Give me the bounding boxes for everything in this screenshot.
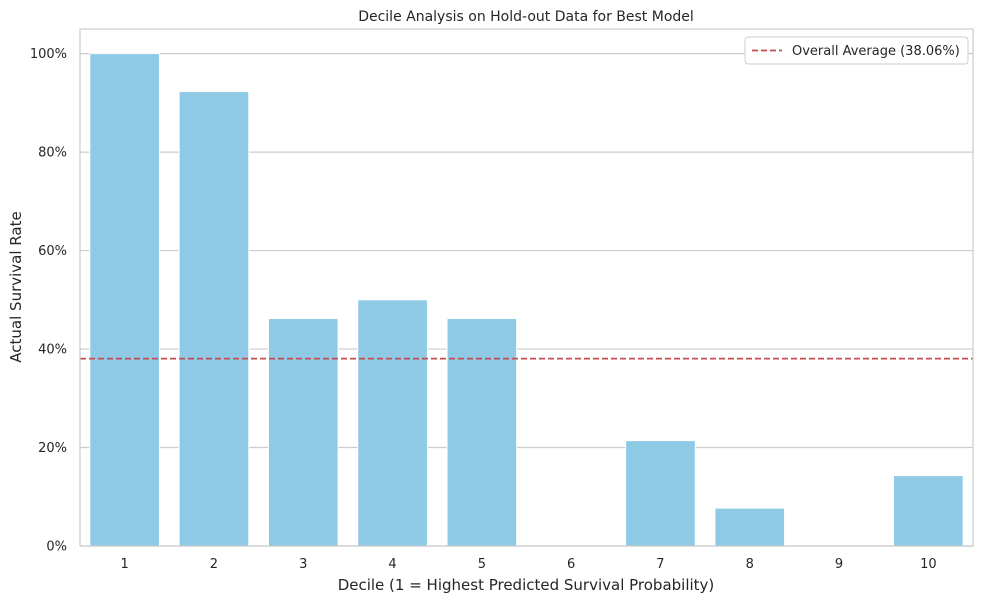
bar-decile-10 bbox=[893, 475, 964, 547]
x-axis-title: Decile (1 = Highest Predicted Survival P… bbox=[338, 576, 715, 594]
x-tick-label: 5 bbox=[478, 557, 486, 572]
y-tick-label: 40% bbox=[38, 343, 67, 358]
x-tick-label: 4 bbox=[388, 557, 396, 572]
y-axis-title: Actual Survival Rate bbox=[7, 211, 25, 362]
y-tick-label: 20% bbox=[38, 441, 67, 456]
y-tick-label: 0% bbox=[46, 540, 67, 555]
legend-box bbox=[744, 36, 969, 65]
y-tick-labels: 0% 20% 40% 60% 80% 100% bbox=[30, 47, 67, 554]
bar-decile-2 bbox=[178, 91, 250, 547]
bar-decile-5 bbox=[446, 318, 518, 547]
x-tick-label: 9 bbox=[835, 557, 843, 572]
x-tick-label: 6 bbox=[567, 557, 575, 572]
bar-decile-3 bbox=[267, 318, 339, 547]
bar-decile-7 bbox=[625, 440, 696, 547]
bars bbox=[89, 53, 964, 547]
chart-title: Decile Analysis on Hold-out Data for Bes… bbox=[358, 9, 694, 25]
legend: Overall Average (38.06%) bbox=[744, 36, 969, 65]
x-tick-label: 7 bbox=[656, 557, 664, 572]
x-tick-labels: 1 2 3 4 5 6 7 8 9 10 bbox=[121, 557, 937, 572]
x-tick-label: 10 bbox=[920, 557, 937, 572]
bar-decile-8 bbox=[714, 507, 786, 547]
x-tick-label: 1 bbox=[121, 557, 129, 572]
y-tick-label: 80% bbox=[38, 146, 67, 161]
y-tick-label: 60% bbox=[38, 244, 67, 259]
plot-frame bbox=[79, 28, 974, 547]
bar-decile-4 bbox=[357, 299, 428, 547]
x-tick-label: 2 bbox=[210, 557, 218, 572]
bar-decile-1 bbox=[89, 53, 160, 547]
y-tick-label: 100% bbox=[30, 47, 67, 62]
x-tick-label: 3 bbox=[299, 557, 307, 572]
x-tick-label: 8 bbox=[746, 557, 754, 572]
legend-label: Overall Average (38.06%) bbox=[792, 44, 960, 59]
